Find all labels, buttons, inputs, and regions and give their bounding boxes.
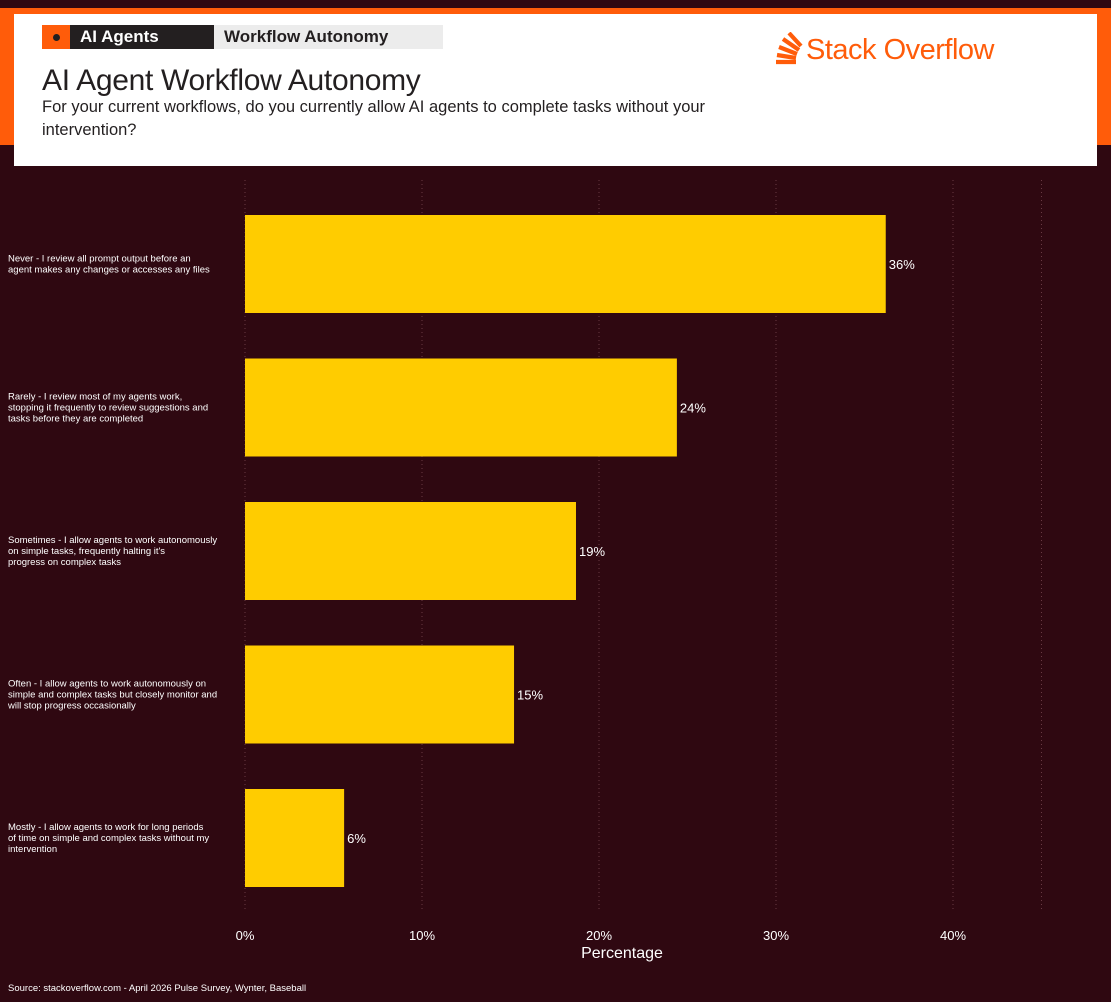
- topic-tag-marker: [42, 25, 70, 49]
- x-tick-label: 10%: [409, 928, 435, 943]
- stack-overflow-logo: Stack Overflow: [774, 32, 1034, 72]
- bar-chart: 0% 10% 20% 30% 40% Percentage 36% Never - I rev…: [7, 180, 1042, 962]
- category-label-line: Sometimes - I allow agents to work auton…: [8, 535, 217, 546]
- category-label-line: of time on simple and complex tasks with…: [8, 833, 209, 844]
- category-label-line: Rarely - I review most of my agents work…: [8, 392, 182, 403]
- x-tick-label: 30%: [763, 928, 789, 943]
- data-label: 24%: [680, 401, 706, 416]
- logo-wordmark: Stack Overflow: [806, 34, 995, 66]
- category-label-line: Mostly - I allow agents to work for long…: [8, 822, 204, 833]
- bullet-dot-icon: [53, 34, 60, 41]
- category-label-line: agent makes any changes or accesses any …: [8, 265, 210, 276]
- bar: [245, 789, 345, 887]
- page-title: AI Agent Workflow Autonomy: [42, 64, 421, 97]
- category-label: Rarely - I review most of my agents work…: [8, 392, 208, 425]
- category-label-line: Often - I allow agents to work autonomou…: [8, 679, 206, 690]
- category-label-line: simple and complex tasks but closely mon…: [8, 690, 217, 701]
- category-label-line: intervention: [8, 844, 57, 855]
- category-label: Often - I allow agents to work autonomou…: [7, 679, 217, 712]
- topic-tag-label: AI Agents: [80, 27, 159, 46]
- data-label: 36%: [889, 257, 915, 272]
- category-label-line: Never - I review all prompt output befor…: [8, 254, 191, 265]
- subtopic-tag-label: Workflow Autonomy: [224, 27, 389, 46]
- bar: [245, 502, 576, 600]
- category-label: Sometimes - I allow agents to work auton…: [8, 535, 217, 568]
- x-tick-label: 40%: [940, 928, 966, 943]
- category-label-line: on simple tasks, frequently halting it's: [8, 546, 165, 557]
- category-label: Mostly - I allow agents to work for long…: [8, 822, 209, 855]
- topic-tag: AI Agents: [42, 25, 214, 49]
- category-label: Never - I review all prompt output befor…: [8, 254, 210, 276]
- bar: [245, 358, 677, 457]
- bar: [245, 645, 515, 744]
- category-label-line: will stop progress occasionally: [7, 701, 136, 712]
- header-top-strip: [0, 0, 1111, 8]
- data-label: 15%: [517, 688, 543, 703]
- x-axis-label: Percentage: [581, 945, 663, 962]
- subtopic-tag: Workflow Autonomy: [214, 25, 443, 49]
- category-label-line: stopping it frequently to review suggest…: [8, 403, 208, 414]
- x-tick-label: 0%: [236, 928, 255, 943]
- x-tick-label: 20%: [586, 928, 612, 943]
- source-note: Source: stackoverflow.com - April 2026 P…: [8, 983, 307, 994]
- page-subtitle: For your current workflows, do you curre…: [42, 98, 706, 139]
- category-label-line: progress on complex tasks: [8, 557, 121, 568]
- stack-overflow-icon: [776, 32, 803, 65]
- data-label: 6%: [347, 831, 366, 846]
- header-card: AI Agents Workflow Autonomy AI Agent Wor…: [14, 14, 1097, 166]
- data-label: 19%: [579, 544, 605, 559]
- category-label-line: tasks before they are completed: [8, 414, 143, 425]
- bar: [245, 215, 886, 313]
